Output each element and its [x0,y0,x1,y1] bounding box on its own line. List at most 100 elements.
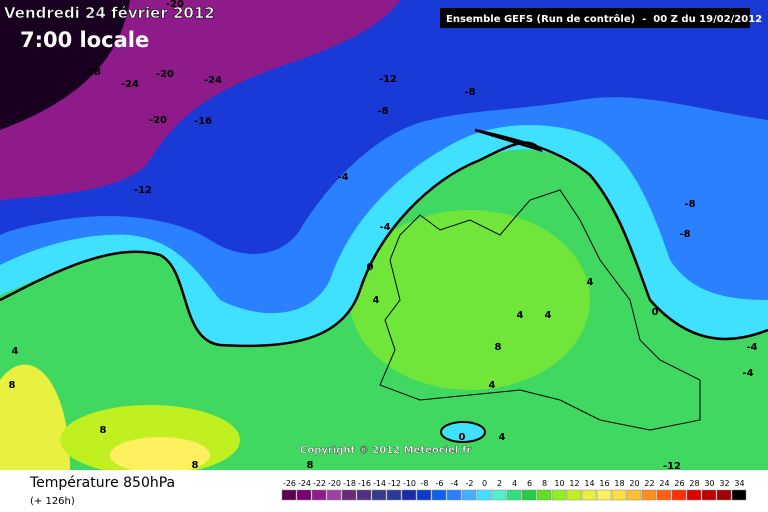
legend-swatch [701,489,717,501]
contour-label: 4 [517,310,524,321]
zero-isotherm [0,128,768,348]
warm-area [350,210,590,390]
legend-label: 28 [689,479,699,488]
contour-label: -4 [379,222,390,233]
contour-label: -8 [679,229,690,240]
legend-label: -20 [328,479,341,488]
contour-label: 4 [12,346,19,357]
legend-label: -6 [436,479,444,488]
legend-swatch [521,489,537,501]
contour-label: -4 [742,368,753,379]
legend-label: -26 [283,479,296,488]
legend-swatch [491,489,507,501]
legend-swatch [581,489,597,501]
contour-label: 4 [489,380,496,391]
legend-swatch [716,489,732,501]
legend-swatch [551,489,567,501]
contour-label: -20 [149,115,167,126]
legend-swatch [356,489,372,501]
legend-label: -24 [298,479,311,488]
contour-label: -12 [663,461,681,472]
legend-label: 22 [644,479,654,488]
contour-label: 4 [587,277,594,288]
legend-swatch [641,489,657,501]
legend-label: 8 [542,479,547,488]
contour-label: -8 [464,87,475,98]
legend-swatch [401,489,417,501]
legend-swatch [341,489,357,501]
legend-swatch [386,489,402,501]
legend-label: 10 [554,479,564,488]
legend-label: -18 [343,479,356,488]
legend-swatch [446,489,462,501]
legend-label: 24 [659,479,669,488]
legend-label: 32 [719,479,729,488]
contour-label: 8 [495,342,502,353]
legend-swatch [326,489,342,501]
contour-label: -28 [83,67,101,78]
contour-label: 0 [652,307,659,318]
legend-swatch [536,489,552,501]
legend-swatch [476,489,492,501]
legend-label: 26 [674,479,684,488]
contour-label: -16 [194,116,212,127]
contour-label: 8 [192,460,199,471]
contour-label: 4 [373,295,380,306]
cold-area [0,0,130,130]
legend-label: -8 [421,479,429,488]
legend-label: 20 [629,479,639,488]
run-box [440,8,750,28]
legend-label: -4 [451,479,459,488]
legend-swatch [371,489,387,501]
legend-label: -12 [388,479,401,488]
legend-swatch [431,489,447,501]
run-info: Ensemble GEFS (Run de contrôle) - 00 Z d… [446,13,762,25]
legend-label: 4 [512,479,517,488]
legend-swatch [566,489,582,501]
contour-label: 8 [307,460,314,471]
legend-swatch [611,489,627,501]
legend-swatch [416,489,432,501]
contour-label: 4 [499,432,506,443]
legend-label: 6 [527,479,532,488]
legend-label: 18 [614,479,624,488]
contour-label: -20 [156,69,174,80]
contour-label: -8 [684,199,695,210]
contour-label: 0 [459,432,466,443]
warm-area [0,364,70,470]
footer-title: Température 850hPa [29,475,175,491]
legend-swatch [296,489,312,501]
contour-label: -4 [337,172,348,183]
legend-label: -16 [358,479,371,488]
legend-swatch [626,489,642,501]
contour-label: 4 [545,310,552,321]
time: 7:00 locale [20,28,149,52]
contour-label: 8 [100,425,107,436]
legend-label: 34 [734,479,744,488]
copyright: Copyright © 2012 Meteociel.fr [300,445,471,456]
legend-label: 0 [482,479,487,488]
contour-label: -4 [746,342,757,353]
legend-swatch [686,489,702,501]
legend-label: -14 [373,479,386,488]
legend-label: 16 [599,479,609,488]
legend-swatch [596,489,612,501]
contour-label: -24 [121,79,139,90]
cold-area [440,421,486,443]
warm-area [110,437,210,473]
legend-label: -2 [466,479,474,488]
legend-swatch [311,489,327,501]
legend-swatch [506,489,522,501]
legend-swatch [461,489,477,501]
contour-label: -20 [166,0,184,10]
legend-label: -10 [403,479,416,488]
legend-swatch [656,489,672,501]
lead-time: (+ 126h) [30,496,75,507]
coastline [379,189,701,431]
legend-swatch [731,489,747,501]
contour-label: 8 [9,380,16,391]
legend-swatch [671,489,687,501]
contour-label: -24 [204,75,222,86]
